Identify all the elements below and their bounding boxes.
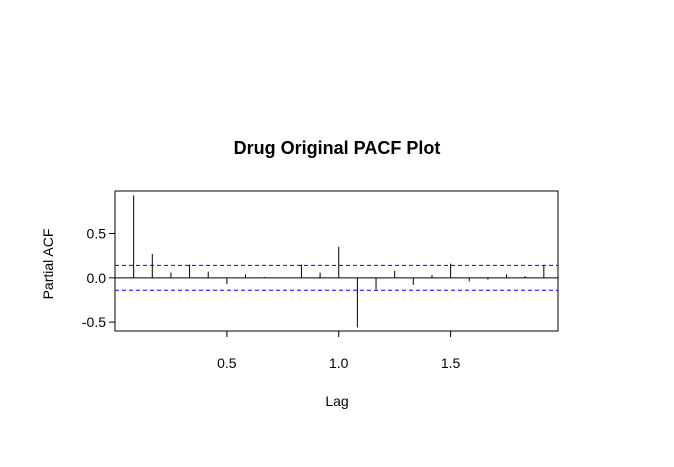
y-axis-label: Partial ACF (40, 229, 56, 300)
y-axis: 0.5 0.0 -0.5 (82, 226, 115, 330)
x-tick-label: 1.5 (441, 355, 461, 371)
pacf-bars (133, 195, 545, 328)
x-axis-label: Lag (325, 393, 348, 409)
y-tick-label: 0.5 (87, 226, 107, 242)
x-axis: 0.5 1.0 1.5 (217, 331, 461, 371)
x-tick-label: 0.5 (217, 355, 237, 371)
y-tick-label: 0.0 (87, 270, 107, 286)
x-tick-label: 1.0 (329, 355, 349, 371)
chart-title: Drug Original PACF Plot (234, 138, 441, 158)
plot-frame (114, 190, 559, 332)
confidence-bounds (115, 264, 558, 291)
y-tick-label: -0.5 (82, 314, 106, 330)
